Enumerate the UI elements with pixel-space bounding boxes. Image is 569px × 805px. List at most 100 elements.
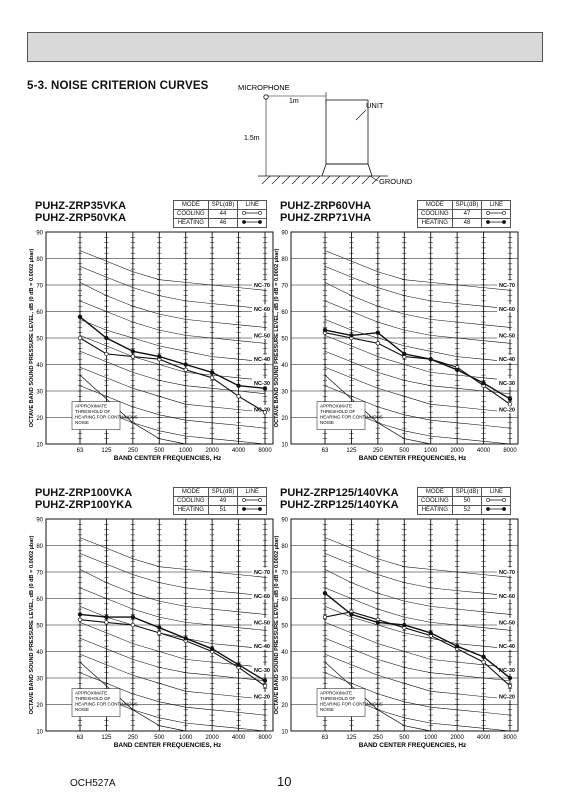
nc-label-bg: [497, 378, 517, 387]
data-point: [77, 612, 83, 617]
nc-label: NC-60: [254, 594, 270, 600]
height-label: 1.5m: [244, 135, 260, 142]
nc-curve: [324, 282, 511, 328]
threshold-annotation-text: NOISE: [320, 420, 334, 425]
data-point: [375, 620, 381, 625]
data-point: [507, 675, 513, 681]
model-title: PUHZ-ZRP125/140VKA PUHZ-ZRP125/140YKA: [280, 487, 399, 511]
x-axis-label: BAND CENTER FREQUENCIES, Hz: [359, 455, 467, 462]
ground-pointer: [369, 175, 379, 182]
y-axis-label: OCTAVE BAND SOUND PRESSURE LEVEL, dB (0 …: [274, 535, 280, 714]
model-name: PUHZ-ZRP50VKA: [35, 212, 127, 224]
data-point: [236, 383, 241, 388]
x-tick-label: 125: [101, 735, 112, 741]
nc-curve: [324, 622, 511, 668]
nc-curve: [324, 672, 511, 716]
nc-curve: [324, 266, 511, 310]
model-name: PUHZ-ZRP125/140YKA: [280, 499, 399, 511]
nc-curve: [79, 300, 266, 344]
threshold-annotation-text: APPROXIMATE: [320, 404, 352, 409]
y-tick-label: 20: [281, 416, 288, 422]
y-tick-label: 80: [281, 544, 288, 550]
ground-label: GROUND: [379, 177, 413, 186]
x-tick-label: 1000: [179, 735, 193, 741]
model-title: PUHZ-ZRP35VKA PUHZ-ZRP50VKA: [35, 200, 126, 224]
nc-curve: [79, 335, 266, 381]
legend-line-sample: [237, 505, 268, 515]
x-tick-label: 4000: [477, 448, 491, 454]
data-point: [236, 662, 241, 667]
threshold-annotation-text: THRESHOLD OF: [75, 409, 111, 414]
nc-label-bg: [497, 692, 517, 701]
legend-row: HEATING 48: [417, 218, 512, 228]
x-tick-label: 8000: [503, 735, 517, 741]
y-tick-label: 50: [281, 624, 288, 630]
x-axis-label: BAND CENTER FREQUENCIES, Hz: [359, 742, 467, 749]
nc-label: NC-70: [499, 570, 515, 576]
section-title: 5-3. NOISE CRITERION CURVES: [27, 80, 209, 92]
data-point: [402, 622, 407, 628]
nc-label-bg: [252, 692, 272, 701]
threshold-annotation-text: HEARING FOR CONTINUOUS: [75, 702, 138, 707]
nc-label: NC-70: [499, 283, 515, 289]
x-tick-label: 125: [101, 448, 112, 454]
data-point: [454, 367, 460, 372]
chart-panel-4: PUHZ-ZRP125/140VKA PUHZ-ZRP125/140YKA MODE…: [274, 487, 535, 749]
data-point: [104, 620, 109, 625]
nc-curve: [79, 351, 266, 394]
data-point: [507, 683, 513, 689]
y-tick-label: 60: [36, 597, 43, 603]
nc-label-bg: [497, 591, 517, 600]
nc-curve: [324, 653, 511, 700]
y-tick-label: 80: [36, 544, 43, 550]
y-axis-label: OCTAVE BAND SOUND PRESSURE LEVEL, dB (0 …: [274, 248, 280, 427]
y-tick-label: 30: [36, 390, 43, 396]
y-tick-label: 10: [36, 443, 43, 449]
data-point: [209, 646, 215, 652]
model-name: PUHZ-ZRP100VKA: [35, 487, 133, 499]
legend-line-icon: [242, 498, 263, 502]
x-tick-label: 1000: [424, 448, 438, 454]
legend-mode: HEATING: [173, 505, 209, 515]
series-line: [324, 329, 511, 400]
legend-line-sample: [481, 218, 512, 228]
model-name: PUHZ-ZRP60VHA: [280, 200, 372, 212]
distance-label: 1m: [289, 98, 299, 105]
series-line: [79, 316, 266, 389]
legend-table: MODE SPL(dB) LINE COOLING 50 HEATING 52: [417, 487, 512, 515]
data-point: [130, 354, 136, 359]
y-tick-label: 10: [281, 730, 288, 736]
unit-base: [321, 163, 373, 177]
data-point: [402, 351, 407, 357]
threshold-annotation-box: [71, 401, 121, 430]
threshold-annotation-text: NOISE: [320, 707, 334, 712]
data-point: [481, 380, 486, 386]
legend-mode: HEATING: [173, 218, 209, 228]
legend-mode: HEATING: [417, 218, 453, 228]
nc-curve: [324, 638, 511, 681]
y-tick-label: 60: [36, 310, 43, 316]
y-tick-label: 90: [281, 518, 288, 524]
nc-curve: [79, 653, 266, 700]
nc-label-bg: [497, 405, 517, 414]
data-point: [104, 614, 109, 620]
x-axis-label: BAND CENTER FREQUENCIES, Hz: [114, 742, 222, 749]
nc-label: NC-30: [254, 381, 270, 387]
nc-label-bg: [252, 405, 272, 414]
nc-label: NC-30: [254, 668, 270, 674]
y-tick-label: 10: [281, 443, 288, 449]
x-tick-label: 4000: [477, 735, 491, 741]
data-point: [322, 327, 328, 333]
legend-line-sample: [481, 505, 512, 515]
threshold-annotation-text: HEARING FOR CONTINUOUS: [75, 415, 138, 420]
x-tick-label: 1000: [424, 735, 438, 741]
legend-line-icon: [486, 211, 507, 215]
data-point: [507, 402, 513, 407]
series-line: [324, 611, 511, 687]
y-tick-label: 70: [281, 284, 288, 290]
nc-label: NC-30: [499, 668, 515, 674]
nc-chart: 10 20 30 40 50 60 70 80 90 63 125 250 500 1000 2000 400…: [274, 518, 519, 749]
x-tick-label: 125: [346, 448, 357, 454]
legend-line-icon: [486, 220, 507, 224]
nc-curve: [324, 553, 511, 597]
